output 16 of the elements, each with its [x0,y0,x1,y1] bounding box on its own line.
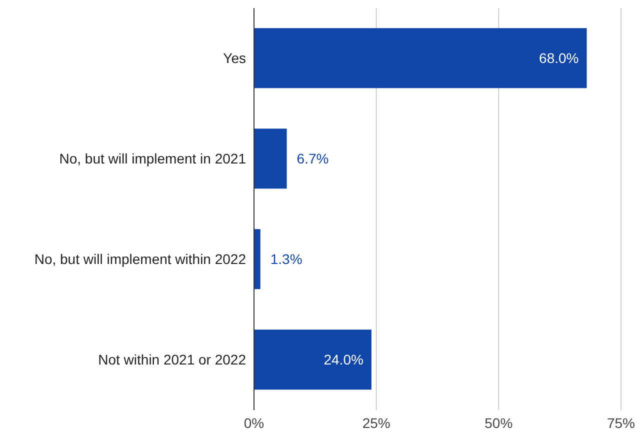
data-label: 24.0% [324,352,364,368]
data-label: 1.3% [270,251,302,267]
bar [254,330,372,390]
y-tick-label: No, but will implement in 2021 [59,150,246,167]
y-tick-label: Not within 2021 or 2022 [98,352,246,368]
data-label: 68.0% [539,50,579,66]
x-tick-label: 0% [244,414,264,431]
x-tick-label: 50% [484,414,513,431]
bar [254,128,287,189]
bar [254,229,260,290]
bar [254,28,587,88]
y-tick-label: No, but will implement within 2022 [34,251,246,268]
x-tick-label: 75% [606,414,636,431]
y-tick-label: Yes [223,50,246,66]
x-tick-label: 25% [362,414,390,431]
data-label: 6.7% [296,150,329,166]
